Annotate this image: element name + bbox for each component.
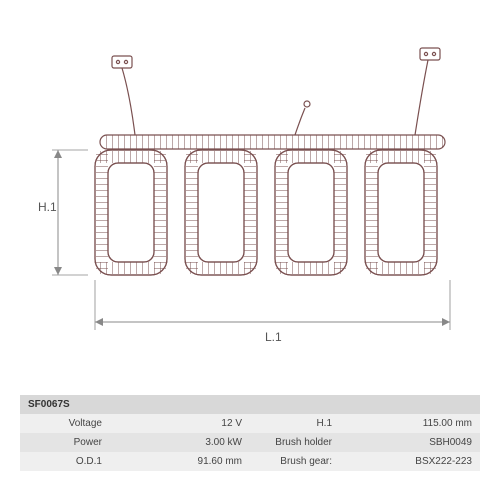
spec-value: SBH0049	[340, 433, 480, 452]
coil-svg	[40, 40, 470, 360]
h1-label: H.1	[38, 200, 57, 214]
l1-label: L.1	[265, 330, 282, 344]
spec-table: SF0067S Voltage 12 V H.1 115.00 mm Power…	[20, 395, 480, 471]
spec-value: 12 V	[110, 414, 250, 433]
table-row: O.D.1 91.60 mm Brush gear: BSX222-223	[20, 452, 480, 471]
spec-label: Brush gear:	[250, 452, 340, 471]
spec-value: 115.00 mm	[340, 414, 480, 433]
spec-value: 3.00 kW	[110, 433, 250, 452]
spec-value: 91.60 mm	[110, 452, 250, 471]
technical-diagram	[40, 40, 470, 360]
spec-header: SF0067S	[20, 395, 480, 414]
spec-label: Brush holder	[250, 433, 340, 452]
spec-label: O.D.1	[20, 452, 110, 471]
spec-label: Voltage	[20, 414, 110, 433]
table-row: Voltage 12 V H.1 115.00 mm	[20, 414, 480, 433]
spec-value: BSX222-223	[340, 452, 480, 471]
spec-label: Power	[20, 433, 110, 452]
spec-label: H.1	[250, 414, 340, 433]
table-row: Power 3.00 kW Brush holder SBH0049	[20, 433, 480, 452]
